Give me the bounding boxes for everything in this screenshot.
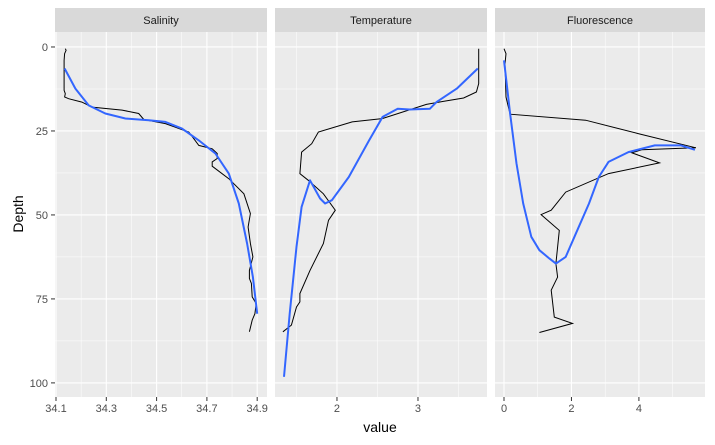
facet-strip (495, 8, 705, 32)
observed-profile-line (282, 48, 480, 333)
x-tick-label: 34.1 (45, 403, 66, 415)
x-tick-label: 3 (415, 403, 421, 415)
y-tick-label: 100 (30, 378, 48, 390)
observed-profile-line (63, 48, 257, 332)
facet-title: Salinity (143, 15, 179, 27)
x-axis-title: value (363, 419, 397, 435)
x-tick-label: 34.9 (246, 403, 267, 415)
facet-strip (55, 8, 267, 32)
x-tick-label: 2 (334, 403, 340, 415)
y-axis-title: Depth (10, 195, 26, 232)
facet-strip (275, 8, 487, 32)
smoothed-profile-line (283, 67, 479, 377)
y-tick-label: 0 (42, 42, 48, 54)
facet-title: Fluorescence (567, 15, 633, 27)
smoothed-profile-line (63, 68, 259, 314)
x-tick-label: 0 (501, 403, 507, 415)
facet-fluorescence: Fluorescence 0 2 4 (495, 8, 705, 415)
x-tick-label: 34.5 (146, 403, 167, 415)
y-tick-label: 50 (36, 210, 48, 222)
x-tick-label: 34.7 (196, 403, 217, 415)
x-tick-label: 2 (568, 403, 574, 415)
y-tick-label: 75 (36, 294, 48, 306)
facet-title: Temperature (350, 15, 412, 27)
x-tick-label: 34.3 (96, 403, 117, 415)
smoothed-profile-line (503, 60, 696, 265)
y-tick-label: 25 (36, 126, 48, 138)
facet-temperature: Temperature 2 3 (275, 8, 487, 415)
x-tick-label: 4 (636, 403, 642, 415)
observed-profile-line (503, 48, 697, 333)
facet-salinity: Salinity 34.1 34.3 34.5 34.7 34.9 (45, 8, 268, 415)
